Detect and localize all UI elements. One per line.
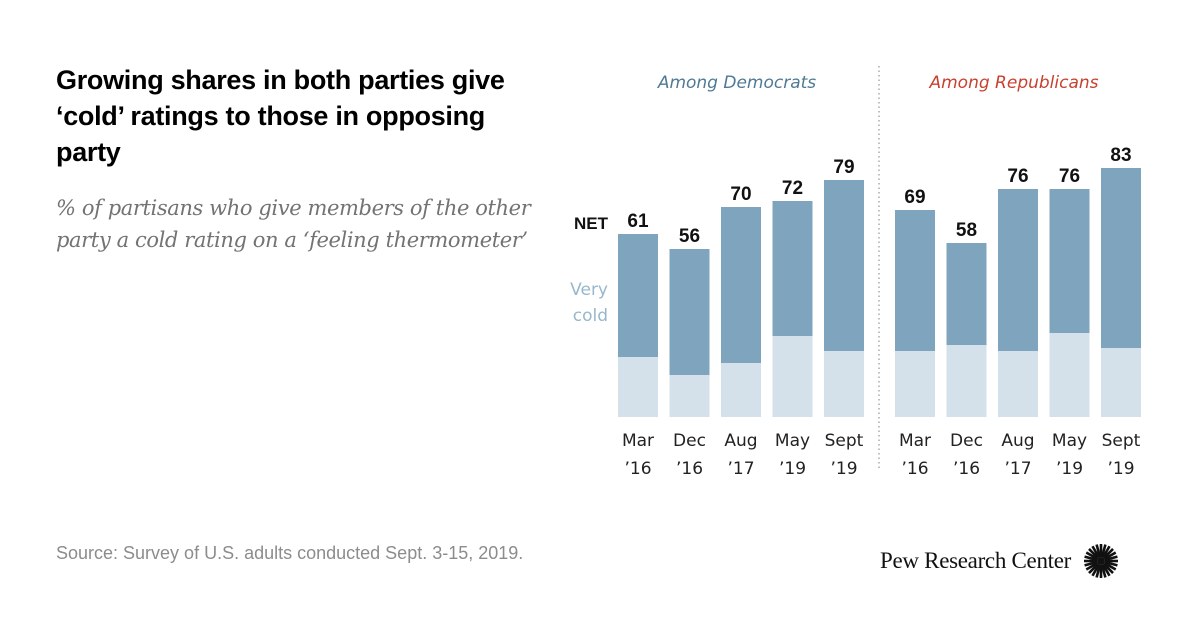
x-tick-label-year: ’16 (901, 459, 928, 479)
bar-very-cold (1101, 348, 1141, 417)
value-label: 72 (782, 178, 803, 199)
value-label: 69 (904, 187, 925, 208)
x-tick-label-year: ’17 (1004, 459, 1031, 479)
bar-net (1101, 168, 1141, 348)
bar-very-cold (1049, 333, 1090, 417)
bar-very-cold (998, 351, 1038, 417)
x-tick-label-year: ’19 (1107, 459, 1134, 479)
sunburst-ray (1101, 563, 1111, 577)
x-tick-label-month: Sept (1102, 431, 1141, 451)
panel-title-democrats: Among Democrats (657, 73, 816, 93)
bar-very-cold (618, 357, 658, 417)
sunburst-ray (1085, 551, 1099, 561)
value-label: 70 (730, 184, 751, 205)
sunburst-ray (1095, 564, 1102, 578)
bar-net (824, 180, 864, 351)
bar-net (669, 249, 710, 375)
sunburst-ray (1104, 560, 1118, 567)
bar-very-cold (824, 351, 864, 417)
value-label: 56 (679, 226, 700, 247)
sunburst-ray (1102, 548, 1114, 560)
sunburst-ray (1085, 561, 1099, 571)
sunburst-ray (1102, 562, 1114, 574)
legend-net-label: NET (574, 214, 609, 233)
bar-net (946, 243, 987, 345)
chart-subtitle: % of partisans who give members of the o… (56, 196, 531, 252)
value-label: 58 (956, 220, 977, 241)
x-tick-label-month: Sept (825, 431, 864, 451)
legend-very-cold-label: Very (570, 280, 608, 300)
sunburst-ray (1103, 551, 1117, 561)
bar-net (772, 201, 813, 336)
sunburst-ray (1095, 544, 1102, 558)
x-tick-label-year: ’19 (1056, 459, 1083, 479)
x-tick-label-year: ’19 (830, 459, 857, 479)
value-label: 83 (1110, 145, 1131, 166)
sunburst-ray (1088, 548, 1100, 560)
sunburst-ray (1088, 562, 1100, 574)
x-tick-label-year: ’17 (727, 459, 754, 479)
x-tick-label-month: Mar (622, 431, 654, 451)
sunburst-ray (1100, 544, 1107, 558)
pew-logo: Pew Research Center (880, 541, 1121, 581)
x-tick-label-month: May (1052, 431, 1087, 451)
x-tick-label-year: ’16 (676, 459, 703, 479)
legend-very-cold-label: cold (573, 306, 608, 326)
sunburst-ray (1091, 563, 1101, 577)
bar-net (721, 207, 761, 363)
x-tick-label-month: May (775, 431, 810, 451)
bar-net (1049, 189, 1090, 333)
pew-sunburst-icon (1084, 544, 1119, 578)
sunburst-ray (1091, 545, 1101, 559)
x-tick-label-year: ’16 (953, 459, 980, 479)
x-tick-label-month: Dec (673, 431, 706, 451)
bar-very-cold (721, 363, 761, 417)
sunburst-ray (1104, 555, 1118, 562)
value-label: 79 (833, 157, 854, 178)
bar-very-cold (669, 375, 710, 417)
bar-very-cold (946, 345, 987, 417)
sunburst-ray (1101, 545, 1111, 559)
x-tick-label-month: Dec (950, 431, 983, 451)
sunburst-center (1097, 557, 1106, 565)
x-tick-label-year: ’16 (624, 459, 651, 479)
x-tick-label-month: Aug (1001, 431, 1034, 451)
chart-title: Growing shares in both parties give ‘col… (56, 65, 505, 167)
x-tick-label-month: Mar (899, 431, 931, 451)
sunburst-ray (1103, 561, 1117, 571)
bar-net (998, 189, 1038, 351)
value-label: 61 (627, 211, 649, 232)
sunburst-ray (1084, 555, 1098, 562)
sunburst-ray (1084, 560, 1098, 567)
bar-net (895, 210, 935, 351)
bar-very-cold (772, 336, 813, 417)
x-tick-label-year: ’19 (779, 459, 806, 479)
x-tick-label-month: Aug (724, 431, 757, 451)
value-label: 76 (1007, 166, 1028, 187)
bar-net (618, 234, 658, 357)
panel-title-republicans: Among Republicans (928, 73, 1098, 93)
bar-very-cold (895, 351, 935, 417)
value-label: 76 (1059, 166, 1080, 187)
sunburst-ray (1100, 564, 1107, 578)
logo-text: Pew Research Center (880, 548, 1072, 573)
source-note: Source: Survey of U.S. adults conducted … (56, 543, 524, 563)
